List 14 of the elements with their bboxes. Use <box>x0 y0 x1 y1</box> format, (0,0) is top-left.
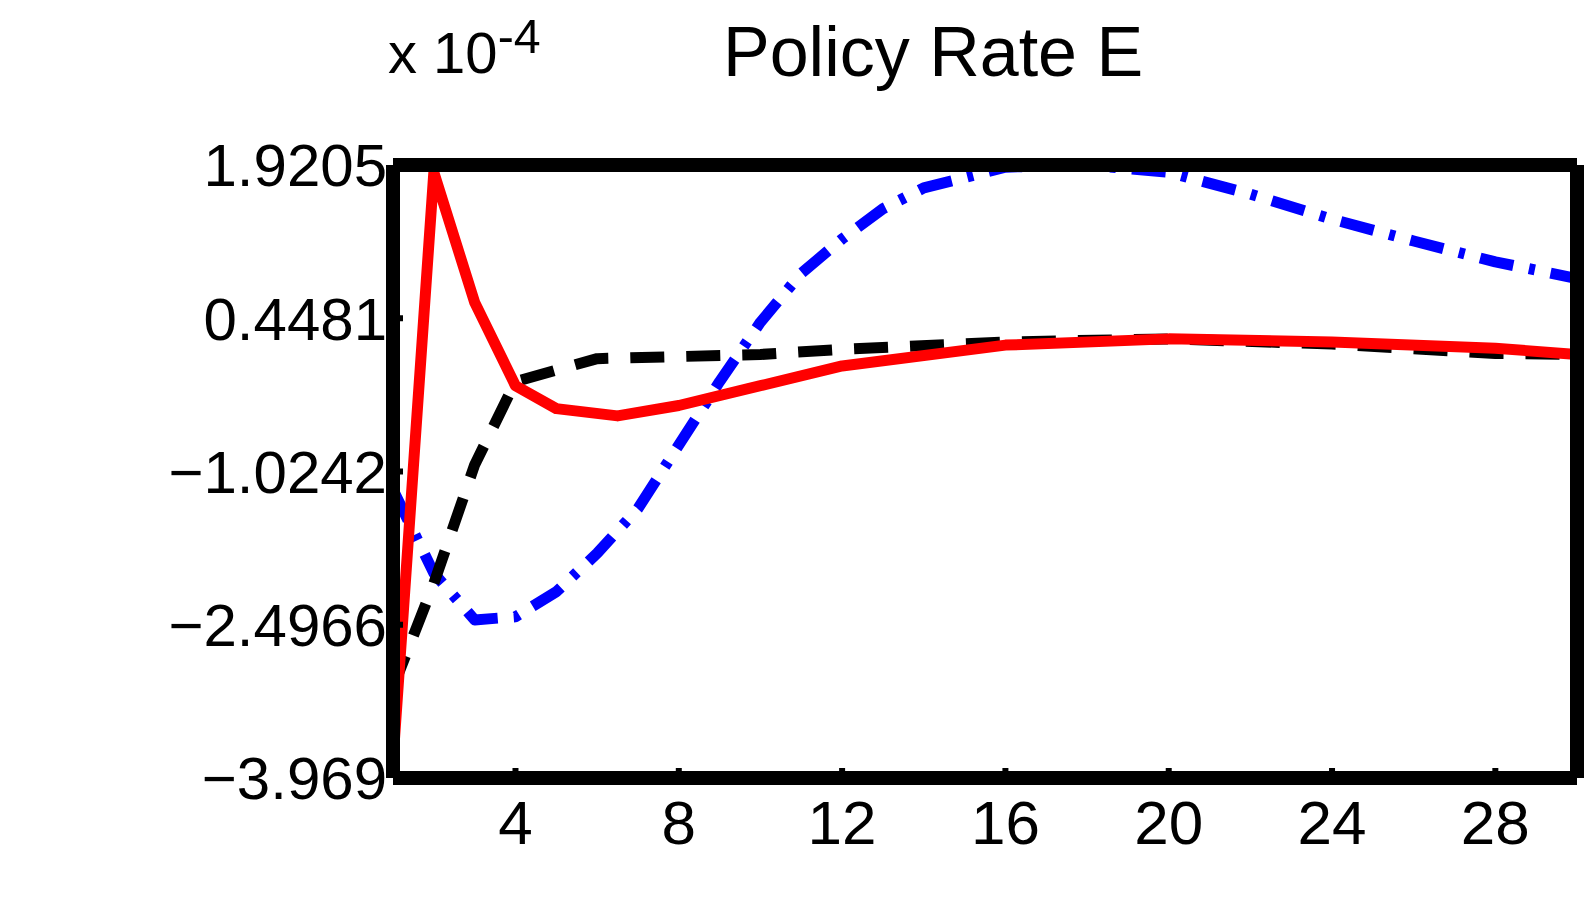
y-tick-label: 1.9205 <box>203 132 387 200</box>
y-tick-label: −2.4966 <box>168 592 387 660</box>
x-tick-label: 8 <box>661 788 697 858</box>
x-tick-label: 4 <box>498 788 533 858</box>
x-tick-label: 16 <box>970 788 1040 858</box>
x-tick-label: 24 <box>1297 788 1367 858</box>
y-tick-label: −3.969 <box>201 745 387 813</box>
chart-title: Policy Rate E <box>723 12 1144 92</box>
y-tick-label: −1.0242 <box>168 438 387 506</box>
y-tick-label: 0.4481 <box>203 285 387 353</box>
text: x 10$^{-4}$ <box>388 8 541 87</box>
x-tick-label: 28 <box>1460 788 1530 858</box>
x-tick-label: 12 <box>807 788 877 858</box>
x-tick-label: 20 <box>1134 788 1204 858</box>
